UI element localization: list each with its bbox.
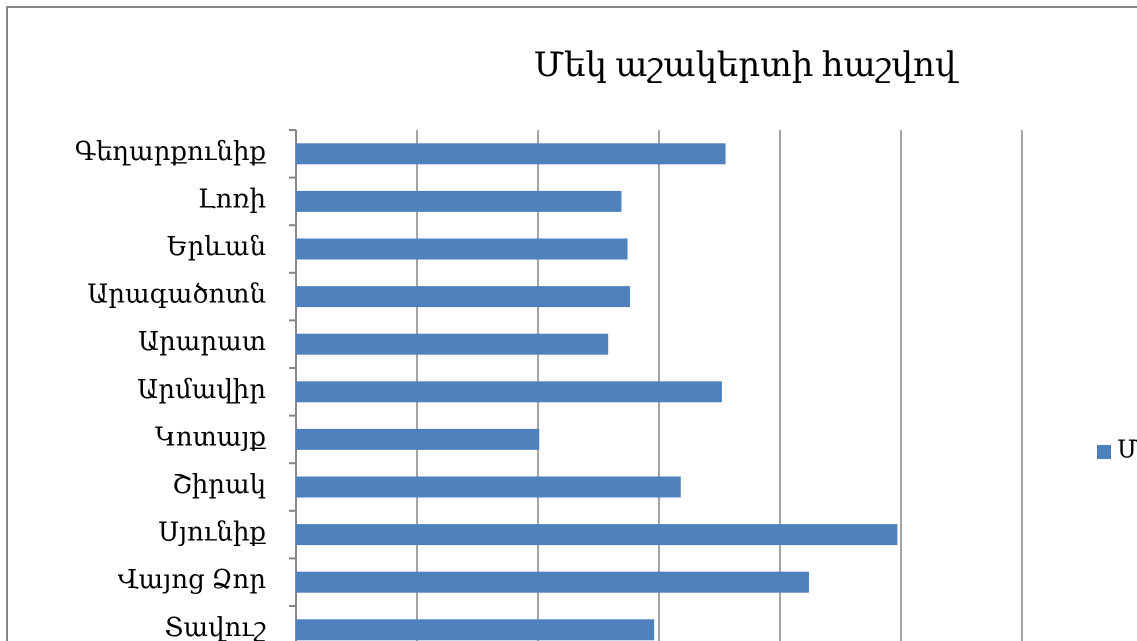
y-tick-label: Սյունիք (158, 518, 266, 547)
y-tick-label: Արմավիր (137, 375, 266, 404)
y-tick-label: Գեղարքունիք (75, 137, 267, 166)
y-tick-label: Արարատ (138, 327, 266, 356)
y-tick-label: Շիրակ (172, 470, 266, 499)
bar (296, 524, 898, 546)
y-tick-label: Արագածոտն (87, 280, 266, 309)
y-tick-label: Վայոց Ձոր (118, 565, 267, 594)
y-tick-label: Երևան (167, 232, 266, 261)
bar (296, 238, 628, 260)
bar (296, 286, 630, 308)
legend-label: Մ (1117, 438, 1137, 464)
chart-title: Մեկ աշակերտի հաշվով (534, 47, 959, 84)
bar (296, 428, 540, 450)
y-tick-label: Լոռի (198, 184, 266, 213)
y-tick-label: Տավուշ (165, 613, 267, 641)
y-tick-label: Կոտայք (155, 422, 267, 451)
bar (296, 476, 681, 498)
bar (296, 381, 722, 403)
legend-swatch (1097, 445, 1111, 459)
bar (296, 190, 622, 212)
bar (296, 571, 810, 593)
bar (296, 333, 609, 355)
bar (296, 143, 726, 165)
bar (296, 619, 655, 641)
